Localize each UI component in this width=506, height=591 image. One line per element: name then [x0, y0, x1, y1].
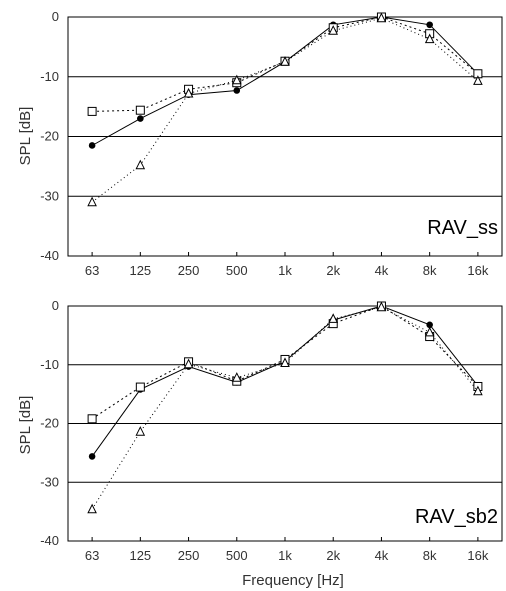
y-axis-label: SPL [dB]	[17, 396, 34, 455]
x-tick-label: 8k	[423, 548, 437, 563]
series-line	[91, 16, 479, 146]
y-axis-label: SPL [dB]	[17, 107, 34, 166]
data-point	[426, 321, 433, 329]
data-point	[88, 142, 96, 149]
series-line	[91, 305, 479, 457]
data-point	[231, 74, 242, 85]
data-point	[426, 21, 433, 29]
x-tick-label: 63	[85, 548, 99, 563]
data-point	[280, 56, 290, 66]
series-line	[91, 17, 479, 203]
data-point	[424, 326, 435, 337]
x-tick-label: 8k	[423, 263, 437, 278]
series-open-triangle	[87, 301, 483, 514]
y-tick-label: 0	[52, 9, 59, 24]
data-point	[233, 87, 241, 94]
data-point	[376, 301, 387, 312]
data-point	[280, 357, 290, 367]
data-point	[328, 25, 339, 35]
data-point	[87, 503, 97, 514]
data-point	[424, 33, 435, 44]
chart-panel-rav-sb2: SPL [dB] RAV_sb2 Frequency [Hz] 0 -10 -20 -…	[17, 298, 503, 589]
y-tick-label: 0	[52, 298, 59, 313]
data-point	[87, 106, 97, 116]
series-line	[92, 16, 479, 112]
x-tick-label: 500	[226, 548, 248, 563]
y-tick-label: -30	[40, 474, 59, 489]
x-tick-label: 500	[226, 263, 248, 278]
x-tick-label: 250	[178, 548, 200, 563]
series-line	[91, 305, 479, 420]
chart-panel-rav-ss: SPL [dB] RAV_ss 0 -10 -20 -30 -40 63 125 250 500…	[17, 9, 503, 278]
data-point	[87, 196, 97, 207]
data-point	[88, 453, 96, 460]
x-tick-label: 4k	[375, 548, 389, 563]
x-tick-label: 2k	[326, 263, 340, 278]
y-tick-label: -20	[40, 129, 59, 144]
data-point	[135, 159, 146, 170]
y-tick-label: -40	[40, 533, 59, 548]
x-tick-label: 63	[85, 263, 99, 278]
data-point	[137, 115, 144, 122]
panel-label: RAV_ss	[427, 217, 498, 239]
x-tick-label: 1k	[278, 263, 292, 278]
data-point	[183, 87, 194, 98]
y-tick-label: -10	[40, 69, 59, 84]
series-open-triangle	[87, 12, 483, 207]
data-point	[473, 385, 483, 396]
data-point	[135, 426, 146, 436]
series-filled-circle	[88, 302, 482, 460]
data-point	[231, 372, 242, 382]
y-tick-label: -10	[40, 357, 59, 372]
data-point	[473, 75, 483, 85]
series-line	[91, 306, 479, 510]
data-point	[135, 382, 145, 392]
x-axis-label: Frequency [Hz]	[242, 572, 344, 589]
data-point	[135, 105, 145, 115]
x-tick-label: 16k	[467, 263, 488, 278]
data-point	[87, 414, 97, 424]
x-tick-label: 125	[129, 263, 151, 278]
y-tick-label: -20	[40, 416, 59, 431]
series-filled-circle	[88, 13, 482, 149]
panel-label: RAV_sb2	[415, 506, 498, 528]
data-point	[328, 313, 339, 323]
data-point	[376, 12, 387, 23]
x-tick-label: 4k	[375, 263, 389, 278]
data-point	[183, 358, 194, 369]
y-tick-label: -30	[40, 188, 59, 203]
x-tick-label: 125	[129, 548, 151, 563]
x-tick-label: 250	[178, 263, 200, 278]
y-tick-label: -40	[40, 248, 59, 263]
x-tick-label: 1k	[278, 548, 292, 563]
x-tick-label: 2k	[326, 548, 340, 563]
x-tick-label: 16k	[467, 548, 488, 563]
